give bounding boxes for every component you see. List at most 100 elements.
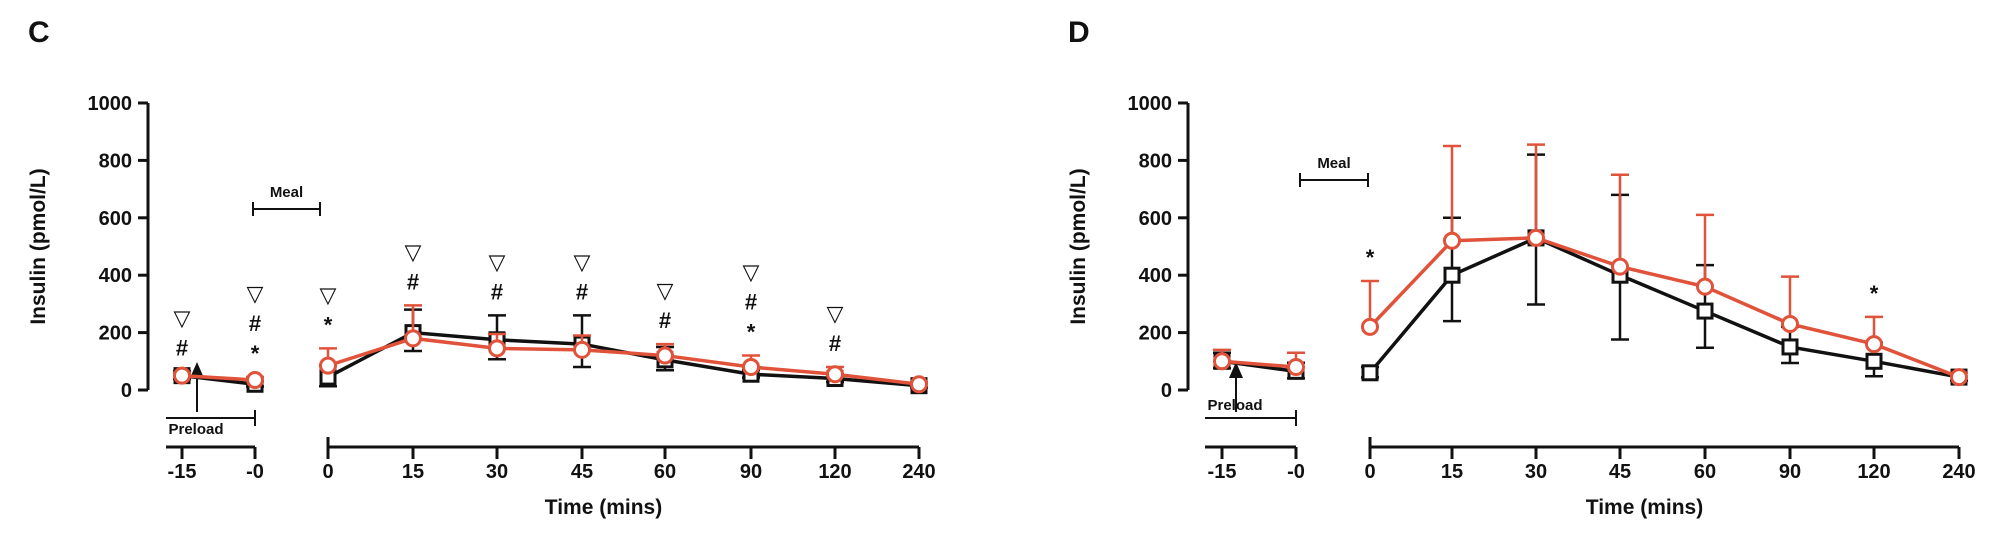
data-point bbox=[1527, 228, 1545, 247]
series-line bbox=[1368, 236, 1960, 379]
x-tick-label: 120 bbox=[1857, 461, 1890, 483]
significance-marker: ▽ bbox=[174, 305, 191, 330]
x-tick-label: 15 bbox=[402, 461, 424, 483]
data-point bbox=[1696, 302, 1714, 320]
data-point bbox=[1781, 314, 1799, 333]
significance-marker: ▽ bbox=[827, 301, 844, 326]
series-line bbox=[1368, 235, 1960, 379]
x-tick-label: 120 bbox=[818, 461, 851, 483]
significance-marker: ▽ bbox=[320, 282, 337, 307]
significance-marker: ▽ bbox=[405, 239, 422, 264]
y-tick-label: 0 bbox=[121, 380, 132, 402]
significance-marker: # bbox=[407, 269, 419, 294]
preload-annotation: Preload bbox=[168, 421, 223, 438]
y-tick-label: 0 bbox=[1161, 380, 1172, 402]
meal-annotation: Meal bbox=[1317, 155, 1350, 172]
x-tick-label: 0 bbox=[1364, 461, 1375, 483]
panel-label: C bbox=[28, 16, 50, 49]
y-tick-label: 400 bbox=[99, 265, 132, 287]
data-point bbox=[1287, 358, 1305, 377]
data-point bbox=[1865, 352, 1883, 370]
y-tick-label: 600 bbox=[1139, 208, 1172, 230]
data-point bbox=[1865, 335, 1883, 354]
data-point bbox=[246, 370, 264, 389]
x-tick-label: -0 bbox=[1287, 461, 1305, 483]
x-tick-label: -15 bbox=[1208, 461, 1237, 483]
x-tick-label: -15 bbox=[168, 461, 197, 483]
significance-marker: # bbox=[249, 311, 261, 336]
significance-marker: * bbox=[1366, 245, 1375, 270]
x-axis-label: Time (mins) bbox=[1586, 496, 1703, 519]
significance-marker: * bbox=[324, 312, 333, 337]
data-point bbox=[1696, 277, 1714, 296]
x-tick-label: -0 bbox=[246, 461, 264, 483]
significance-marker: * bbox=[1870, 281, 1879, 306]
data-point bbox=[910, 375, 928, 394]
panel-label: D bbox=[1068, 16, 1090, 49]
y-tick-label: 600 bbox=[99, 208, 132, 230]
significance-marker: ▽ bbox=[657, 278, 674, 303]
x-tick-label: 30 bbox=[486, 461, 508, 483]
significance-marker: ▽ bbox=[743, 260, 760, 285]
x-tick-label: 45 bbox=[571, 461, 593, 483]
x-tick-label: 30 bbox=[1525, 461, 1547, 483]
series-line bbox=[181, 373, 256, 382]
significance-marker: ▽ bbox=[489, 249, 506, 274]
significance-marker: ▽ bbox=[247, 281, 264, 306]
data-point bbox=[742, 358, 760, 377]
y-tick-label: 1000 bbox=[88, 93, 133, 115]
significance-marker: # bbox=[829, 331, 841, 356]
series-circle bbox=[1213, 143, 1968, 387]
data-point bbox=[173, 366, 191, 385]
significance-marker: # bbox=[176, 335, 188, 360]
significance-marker: # bbox=[576, 279, 588, 304]
series-line bbox=[327, 336, 920, 386]
x-tick-label: 240 bbox=[902, 461, 935, 483]
data-point bbox=[1443, 266, 1461, 284]
preload-annotation: Preload bbox=[1207, 397, 1262, 414]
significance-marker: ▽ bbox=[574, 249, 591, 274]
data-point bbox=[404, 329, 422, 348]
data-point bbox=[826, 365, 844, 384]
data-point bbox=[1361, 364, 1379, 382]
significance-marker: * bbox=[747, 320, 756, 345]
series-line bbox=[1221, 359, 1297, 369]
x-tick-label: 15 bbox=[1441, 461, 1463, 483]
y-tick-label: 800 bbox=[1139, 150, 1172, 172]
x-tick-label: 90 bbox=[1779, 461, 1801, 483]
significance-marker: # bbox=[491, 279, 503, 304]
data-point bbox=[573, 340, 591, 359]
x-tick-label: 0 bbox=[322, 461, 333, 483]
significance-marker: # bbox=[659, 308, 671, 333]
x-tick-label: 60 bbox=[1694, 461, 1716, 483]
y-tick-label: 200 bbox=[99, 323, 132, 345]
x-axis-label: Time (mins) bbox=[545, 496, 662, 519]
y-tick-label: 400 bbox=[1139, 265, 1172, 287]
panel-c: C 0 200 400 600 800 1000 Insulin (pmol/L) -15 -0 0… bbox=[27, 16, 936, 519]
significance-marker: * bbox=[251, 341, 260, 366]
data-point bbox=[1950, 368, 1968, 387]
data-point bbox=[656, 346, 674, 365]
y-tick-label: 200 bbox=[1139, 323, 1172, 345]
data-point bbox=[1781, 338, 1799, 356]
preload-arrow-head bbox=[190, 362, 204, 378]
data-point bbox=[319, 356, 337, 375]
data-point bbox=[1611, 257, 1629, 276]
series-square bbox=[173, 308, 928, 395]
x-tick-label: 45 bbox=[1609, 461, 1631, 483]
significance-marker: # bbox=[745, 290, 757, 315]
y-tick-label: 1000 bbox=[1128, 93, 1173, 115]
x-tick-label: 60 bbox=[654, 461, 676, 483]
panel-d: D 0 200 400 600 800 1000 Insulin (pmol/L) -15 -0 0… bbox=[1067, 16, 1976, 519]
data-point bbox=[1361, 317, 1379, 336]
meal-annotation: Meal bbox=[270, 184, 303, 201]
x-tick-label: 240 bbox=[1942, 461, 1975, 483]
series-square bbox=[1213, 153, 1968, 386]
preload-arrow-head bbox=[1229, 362, 1243, 378]
y-tick-label: 800 bbox=[99, 150, 132, 172]
data-point bbox=[1443, 231, 1461, 250]
data-point bbox=[1213, 352, 1231, 371]
data-point bbox=[488, 339, 506, 358]
y-axis-label: Insulin (pmol/L) bbox=[27, 168, 50, 324]
